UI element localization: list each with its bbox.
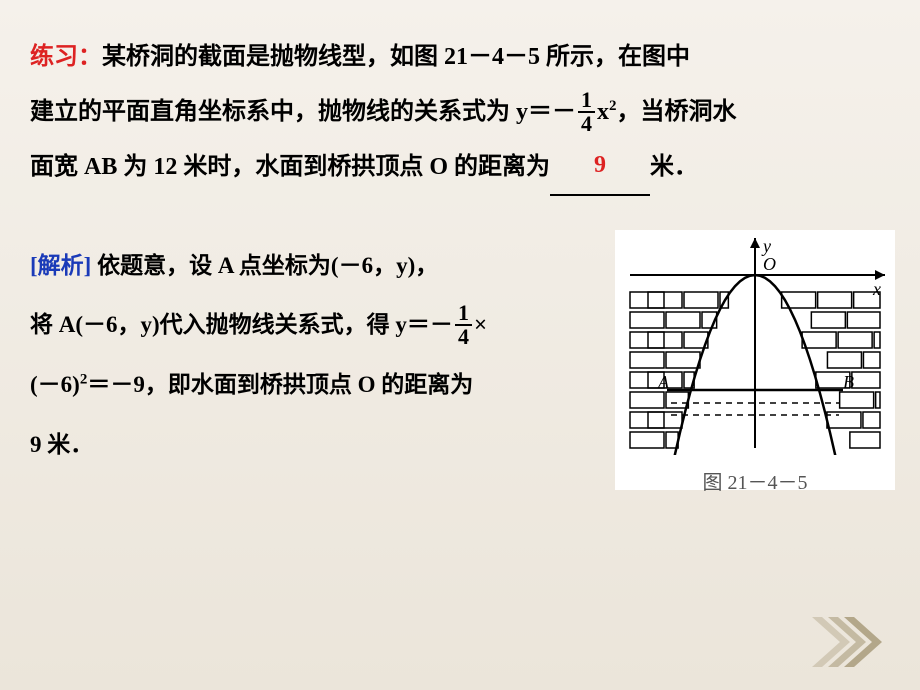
svg-text:A: A: [657, 372, 670, 392]
solution-text: [解析] 依题意，设 A 点坐标为(－6，y)， 将 A(－6，y)代入抛物线关…: [30, 236, 570, 475]
answer-blank: 9: [550, 138, 650, 195]
t: (－6): [30, 372, 80, 397]
t: 建立的平面直角坐标系中，抛物线的关系式为: [30, 99, 516, 125]
t: 依题意，设 A 点坐标为(－6，y)，: [91, 253, 438, 278]
exponent: 2: [609, 98, 617, 114]
t: ×: [474, 312, 487, 337]
t: 所示，在图中: [540, 44, 690, 70]
svg-text:x: x: [872, 279, 881, 299]
svg-text:y: y: [761, 236, 771, 256]
fraction: 14: [455, 302, 472, 348]
problem-text: 练习：某桥洞的截面是抛物线型，如图 21－4－5 所示，在图中 建立的平面直角坐…: [30, 30, 890, 198]
eq-x: x: [597, 99, 609, 125]
t: 某桥洞的截面是抛物线型，如图: [102, 44, 444, 70]
numerator: 1: [578, 89, 595, 111]
fraction: 14: [578, 89, 595, 135]
t: 米时，水面到桥拱顶点 O 的距离为: [177, 154, 550, 180]
figure-box: yxOAB 图 21－4－5: [615, 230, 895, 490]
eq-lhs: y＝－: [516, 99, 576, 125]
fig-ref: 21－4－5: [444, 44, 540, 70]
svg-text:O: O: [763, 254, 776, 274]
figure-caption: 图 21－4－5: [615, 466, 895, 495]
t: 9 米．: [30, 432, 93, 457]
t: 将 A(－6，y)代入抛物线关系式，得 y＝－: [30, 312, 453, 337]
denominator: 4: [455, 324, 472, 348]
t: 面宽 AB 为: [30, 154, 153, 180]
svg-text:B: B: [843, 372, 854, 392]
bridge-diagram: y x O A B: [615, 230, 895, 455]
chevron-nav-icon[interactable]: [812, 612, 892, 672]
numerator: 1: [455, 302, 472, 324]
t: 米．: [650, 154, 698, 180]
denominator: 4: [578, 111, 595, 135]
ab-len: 12: [153, 154, 177, 180]
problem-label: 练习：: [30, 44, 102, 70]
solution-label: [解析]: [30, 253, 91, 278]
t: ＝－9，即水面到桥拱顶点 O 的距离为: [87, 372, 473, 397]
t: ，当桥洞水: [617, 99, 737, 125]
